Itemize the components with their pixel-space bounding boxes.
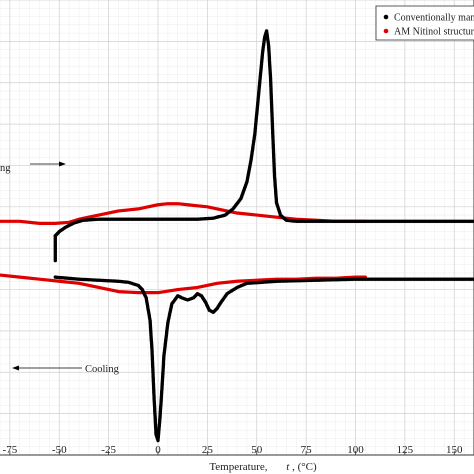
conventional-cooling-point xyxy=(53,275,57,279)
conventional-series xyxy=(53,29,474,443)
am-nitinol-cooling-line xyxy=(0,273,367,295)
series-layer xyxy=(0,29,474,443)
grid-minor xyxy=(0,0,474,455)
heating-arrow-head xyxy=(59,161,66,167)
legend-box xyxy=(375,5,474,41)
x-tick-label: 150 xyxy=(446,444,463,456)
legend-label-am: AM Nitinol structur xyxy=(394,27,474,38)
heating-annotation: ng xyxy=(0,161,66,174)
legend: Conventionally man AM Nitinol structur xyxy=(375,5,474,41)
x-tick-label: -50 xyxy=(52,444,67,456)
x-tick-label: 100 xyxy=(347,444,364,456)
x-tick-label: 0 xyxy=(155,444,161,456)
x-axis-label: Temperature, t , (°C) xyxy=(209,461,317,473)
x-tick-label: 125 xyxy=(397,444,414,456)
x-axis-label-symbol: t xyxy=(286,461,290,473)
cooling-annotation: Cooling xyxy=(12,364,120,375)
x-tick-label: 25 xyxy=(202,444,214,456)
legend-marker-am xyxy=(383,28,389,34)
legend-marker-conventional xyxy=(383,14,389,20)
x-axis-label-text: Temperature, xyxy=(209,461,267,473)
x-tick-label: -25 xyxy=(101,444,116,456)
cooling-annotation-label: Cooling xyxy=(85,364,120,375)
x-ticks: -75 -50 -25 0 25 50 75 100 125 150 xyxy=(3,444,463,456)
x-tick-label: 75 xyxy=(301,444,313,456)
conventional-step-point xyxy=(53,234,57,238)
plot-frame xyxy=(0,0,474,456)
heating-annotation-label: ng xyxy=(0,163,11,174)
x-axis-label-unit: , (°C) xyxy=(292,461,317,473)
cooling-arrow-head xyxy=(12,365,19,371)
x-tick-label: -75 xyxy=(3,444,18,456)
legend-label-conventional: Conventionally man xyxy=(394,13,474,24)
x-tick-label: 50 xyxy=(251,444,263,456)
am-nitinol-heating-line xyxy=(0,202,367,225)
